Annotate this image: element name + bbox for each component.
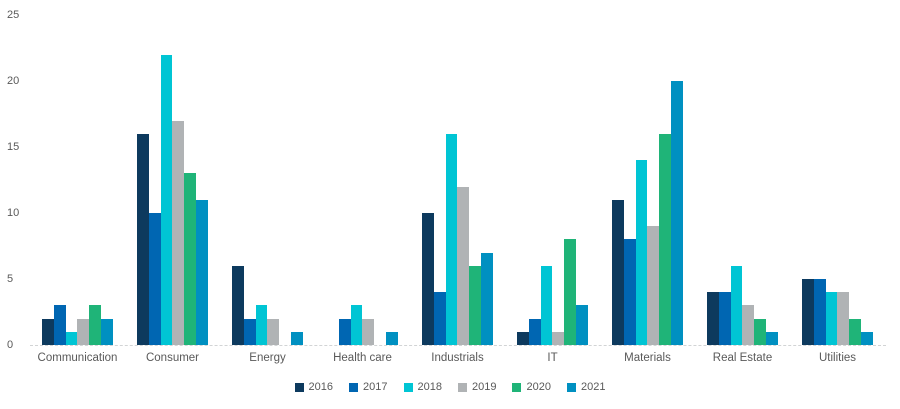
- legend-swatch-icon: [403, 383, 413, 392]
- bar-group-consumer: [137, 15, 208, 345]
- legend-item-2021: 2021: [566, 381, 606, 394]
- legend-label: 2016: [308, 381, 334, 393]
- bar-group-it: [517, 15, 588, 345]
- bar-2018: [730, 265, 743, 345]
- bar-2017: [528, 318, 541, 345]
- bar-2019: [362, 318, 375, 345]
- y-axis-tick-label: 25: [7, 8, 20, 21]
- legend-swatch-icon: [294, 383, 304, 392]
- bar-2018: [160, 54, 173, 345]
- bar-group-energy: [232, 15, 303, 345]
- x-axis-category-label: Real Estate: [712, 352, 773, 364]
- legend-item-2020: 2020: [512, 381, 551, 394]
- x-axis-category-label: Health care: [333, 352, 392, 364]
- bar-2017: [623, 239, 636, 345]
- legend-item-2016: 2016: [294, 381, 334, 394]
- bar-2017: [433, 292, 446, 345]
- bar-group-real-estate: [707, 15, 778, 345]
- bar-2016: [232, 265, 244, 345]
- bar-2016: [802, 279, 814, 345]
- bar-2021: [101, 318, 113, 345]
- bar-2020: [469, 265, 482, 345]
- bar-2020: [849, 318, 862, 345]
- bar-2018: [635, 160, 648, 345]
- bar-2017: [338, 318, 351, 345]
- bar-2016: [612, 199, 624, 345]
- bar-2017: [53, 305, 66, 345]
- bar-2021: [766, 331, 778, 345]
- bar-2019: [552, 331, 565, 345]
- bar-group-health-care: [327, 15, 398, 345]
- bar-2020: [89, 305, 102, 345]
- bar-2016: [42, 318, 54, 345]
- bar-2018: [445, 133, 458, 345]
- bar-2017: [813, 279, 826, 345]
- bar-2018: [255, 305, 268, 345]
- legend-label: 2020: [526, 381, 551, 393]
- legend-swatch-icon: [458, 383, 467, 392]
- bar-2021: [861, 331, 873, 345]
- y-axis-tick-label: 10: [7, 206, 20, 219]
- bar-2017: [148, 213, 161, 345]
- bar-2016: [517, 331, 529, 345]
- bar-2020: [754, 318, 767, 345]
- x-axis-category-label: Consumer: [145, 352, 200, 364]
- x-axis-baseline: [30, 345, 886, 346]
- bar-2020: [659, 133, 672, 345]
- bar-2016: [422, 213, 434, 345]
- bar-2018: [350, 305, 363, 345]
- bar-2017: [718, 292, 731, 345]
- x-axis-category-label: Communication: [37, 352, 118, 364]
- x-axis-category-label: Energy: [249, 352, 286, 364]
- bar-2019: [172, 120, 185, 345]
- legend-item-2017: 2017: [349, 381, 388, 394]
- y-axis-tick-label: 15: [7, 140, 20, 153]
- x-axis-category-label: IT: [547, 352, 558, 364]
- y-axis-tick-label: 20: [7, 74, 20, 87]
- bar-2021: [386, 331, 398, 345]
- bar-2019: [742, 305, 755, 345]
- bar-group-utilities: [802, 15, 873, 345]
- bar-group-industrials: [422, 15, 493, 345]
- bar-2021: [196, 199, 208, 345]
- bar-group-materials: [612, 15, 683, 345]
- bar-2021: [291, 331, 303, 345]
- legend: 2016 2017 2018 2019 2020 2021: [0, 381, 900, 394]
- bar-2016: [137, 133, 149, 345]
- bar-2019: [77, 318, 90, 345]
- bar-2018: [540, 265, 553, 345]
- bar-2019: [267, 318, 280, 345]
- legend-item-2018: 2018: [403, 381, 442, 394]
- y-axis-tick-label: 0: [7, 338, 14, 351]
- bar-2018: [825, 292, 838, 345]
- legend-swatch-icon: [512, 383, 522, 392]
- bar-2017: [243, 318, 256, 345]
- bar-group-communication: [42, 15, 113, 345]
- x-axis-category-label: Materials: [624, 352, 671, 364]
- legend-label: 2017: [363, 381, 388, 393]
- legend-label: 2019: [472, 381, 497, 393]
- bar-2018: [65, 331, 78, 345]
- legend-swatch-icon: [349, 383, 359, 392]
- x-axis-category-label: Utilities: [818, 352, 857, 364]
- bar-2020: [564, 239, 577, 345]
- legend-swatch-icon: [566, 383, 576, 392]
- x-axis-category-label: Industrials: [431, 352, 484, 364]
- bar-2021: [576, 305, 588, 345]
- y-axis-tick-label: 5: [7, 272, 14, 285]
- bar-2020: [184, 173, 197, 345]
- bar-2021: [671, 81, 683, 345]
- bar-2019: [837, 292, 850, 345]
- legend-label: 2021: [580, 381, 606, 393]
- bar-2019: [457, 186, 470, 345]
- bar-2019: [647, 226, 660, 345]
- bar-2016: [707, 292, 719, 345]
- legend-label: 2018: [417, 381, 442, 393]
- bar-2021: [481, 252, 493, 345]
- legend-item-2019: 2019: [458, 381, 496, 394]
